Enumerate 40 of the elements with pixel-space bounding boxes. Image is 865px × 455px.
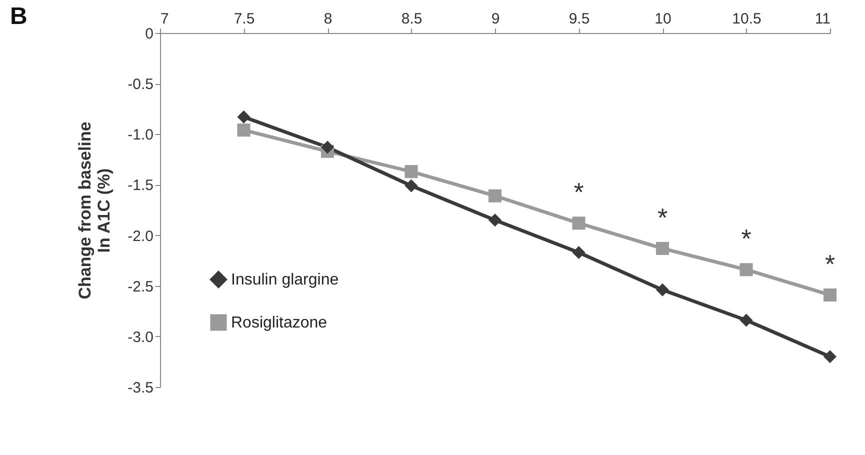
legend-label: Rosiglitazone — [231, 314, 328, 332]
point — [823, 288, 837, 302]
annotation: * — [741, 224, 752, 254]
x-tick-label: 9.5 — [568, 10, 590, 28]
x-tick-label: 11 — [814, 10, 830, 28]
annotation: * — [824, 248, 836, 279]
y-tick-label: -3.0 — [128, 328, 154, 346]
x-tick-label: 10.5 — [732, 10, 762, 28]
y-axis-title: Change from baseline In A1C (%) — [76, 122, 114, 300]
y-tick-label: -0.5 — [128, 76, 154, 94]
x-tick-label: 9 — [491, 10, 500, 28]
point — [740, 314, 753, 327]
x-tick-label: 8.5 — [401, 10, 422, 28]
x-tick-label: 7 — [160, 10, 169, 28]
x-tick-label: 10 — [654, 10, 672, 28]
point — [237, 110, 250, 124]
y-tick-label: 0 — [145, 26, 154, 42]
y-tick-label: -2.0 — [128, 228, 154, 245]
y-tick-label: -2.5 — [128, 278, 154, 296]
x-tick-label: 8 — [324, 10, 332, 28]
annotation: * — [574, 177, 584, 208]
y-tick-label: -1.5 — [128, 177, 154, 194]
legend-label: Insulin glargine — [231, 272, 339, 288]
point — [823, 350, 837, 364]
point — [488, 214, 502, 227]
point — [740, 263, 753, 276]
point — [656, 242, 670, 255]
point — [320, 140, 334, 154]
point — [404, 179, 418, 192]
point — [656, 283, 670, 296]
y-tick-label: -3.5 — [128, 380, 154, 396]
annotation: * — [657, 202, 668, 232]
point — [237, 124, 250, 137]
point — [404, 165, 418, 178]
y-tick-label: -1.0 — [128, 126, 154, 144]
x-tick-label: 7.5 — [234, 10, 255, 28]
point — [572, 216, 586, 230]
point — [488, 189, 502, 202]
point — [572, 246, 586, 259]
chart-title: B — [10, 3, 28, 30]
